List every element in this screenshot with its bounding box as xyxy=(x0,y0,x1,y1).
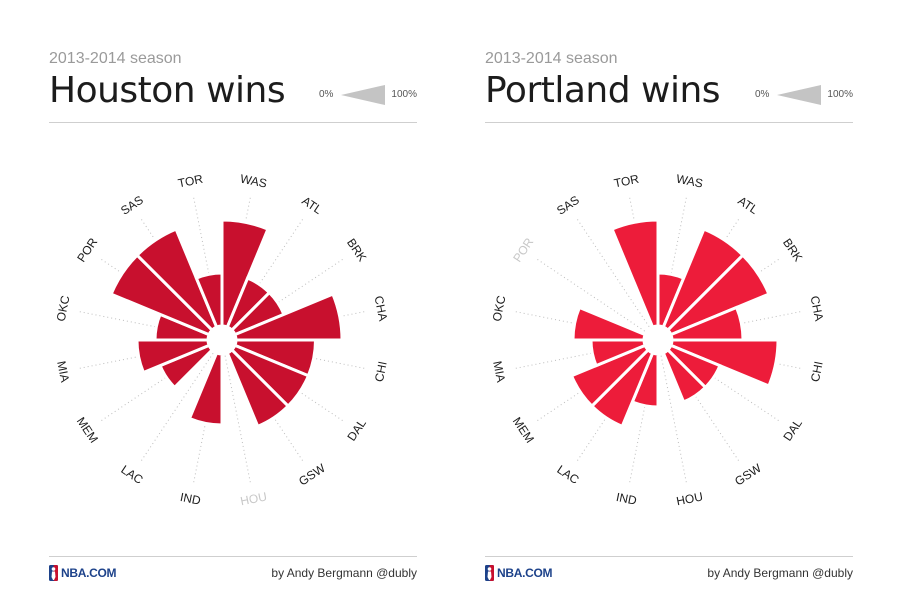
team-label-lac: LAC xyxy=(118,462,145,487)
team-label-brk: BRK xyxy=(344,236,369,264)
wedge-was xyxy=(220,218,270,330)
team-label-por: POR xyxy=(510,235,536,265)
legend-low-label: 0% xyxy=(319,89,334,100)
team-label-brk: BRK xyxy=(780,236,805,264)
team-label-tor: TOR xyxy=(177,172,205,191)
houston-panel: 2013-2014 season Houston wins 0% 100% WA… xyxy=(49,0,417,611)
legend-high-label: 100% xyxy=(391,89,417,100)
chart-title: Portland wins xyxy=(485,70,721,111)
team-label-ind: IND xyxy=(179,490,202,508)
team-label-mia: MIA xyxy=(54,360,72,384)
team-label-mia: MIA xyxy=(490,360,508,384)
chart-title: Houston wins xyxy=(49,70,286,111)
wedge-cha xyxy=(232,292,344,342)
wedge-tor xyxy=(610,218,660,330)
wedge-okc xyxy=(571,305,648,342)
nba-logo-icon xyxy=(485,565,494,581)
wedge-gsw xyxy=(661,347,708,404)
team-label-por: POR xyxy=(74,235,100,265)
author-credit: by Andy Bergmann @dubly xyxy=(271,566,417,580)
header-divider xyxy=(485,122,853,123)
legend-wedge-icon xyxy=(777,85,821,105)
author-credit: by Andy Bergmann @dubly xyxy=(707,566,853,580)
team-label-dal: DAL xyxy=(344,416,369,443)
nba-logo-text: NBA.COM xyxy=(497,566,553,580)
team-label-okc: OKC xyxy=(54,294,73,323)
team-label-gsw: GSW xyxy=(296,461,328,489)
nba-logo-text: NBA.COM xyxy=(61,566,117,580)
team-label-chi: CHI xyxy=(372,360,390,383)
team-label-ind: IND xyxy=(615,490,638,508)
team-label-sas: SAS xyxy=(554,193,582,218)
team-label-chi: CHI xyxy=(808,360,826,383)
team-label-was: WAS xyxy=(239,172,268,191)
legend-wedge-icon xyxy=(341,85,385,105)
wedge-sas xyxy=(135,227,219,333)
header-divider xyxy=(49,122,417,123)
season-label: 2013-2014 season xyxy=(49,50,182,67)
wedge-gsw xyxy=(225,347,291,429)
team-label-dal: DAL xyxy=(780,416,805,443)
houston-polar-chart: WAS ATL BRK CHA CHI DAL GSW HOU IND LAC MEM MIA OKC P… xyxy=(54,172,391,509)
wedge-mem xyxy=(569,343,651,409)
wedge-ind xyxy=(187,350,224,427)
wedge-chi xyxy=(668,338,780,388)
team-label-okc: OKC xyxy=(490,294,509,323)
team-label-atl: ATL xyxy=(735,194,761,218)
legend-low-label: 0% xyxy=(755,89,770,100)
team-label-hou: HOU xyxy=(675,489,704,508)
team-label-mem: MEM xyxy=(510,414,537,445)
team-label-gsw: GSW xyxy=(732,461,764,489)
portland-panel: 2013-2014 season Portland wins 0% 100% W… xyxy=(485,0,853,611)
season-label: 2013-2014 season xyxy=(485,50,618,67)
wedge-mia xyxy=(135,338,212,375)
wedge-tor xyxy=(194,271,224,330)
legend: 0% 100% xyxy=(317,84,417,106)
nba-logo-icon xyxy=(49,565,58,581)
team-label-lac: LAC xyxy=(554,462,581,487)
team-label-atl: ATL xyxy=(299,194,325,218)
team-label-mem: MEM xyxy=(74,414,101,445)
legend: 0% 100% xyxy=(753,84,853,106)
team-label-sas: SAS xyxy=(118,193,146,218)
footer-divider xyxy=(49,556,417,557)
portland-polar-chart: WAS ATL BRK CHA CHI DAL GSW HOU IND LAC MEM MIA OKC P… xyxy=(490,172,827,509)
team-label-hou: HOU xyxy=(239,489,268,508)
footer-divider xyxy=(485,556,853,557)
team-label-cha: CHA xyxy=(372,295,391,323)
team-label-cha: CHA xyxy=(808,295,827,323)
nba-logo[interactable]: NBA.COM xyxy=(49,564,117,582)
legend-high-label: 100% xyxy=(827,89,853,100)
wedge-brk xyxy=(665,253,771,337)
team-label-tor: TOR xyxy=(613,172,641,191)
team-label-was: WAS xyxy=(675,172,704,191)
nba-logo[interactable]: NBA.COM xyxy=(485,564,553,582)
